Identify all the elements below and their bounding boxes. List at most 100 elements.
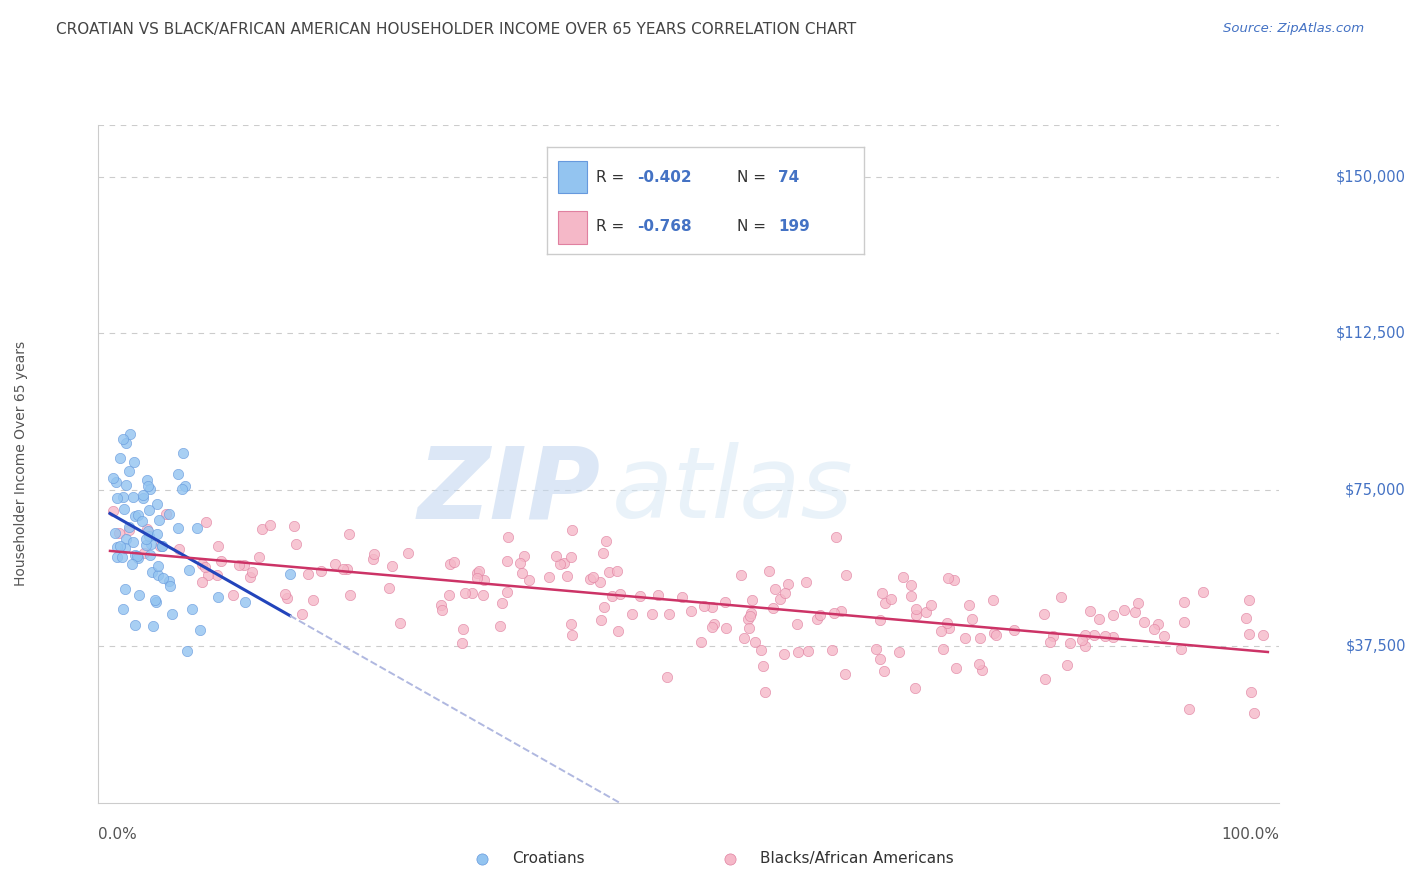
Text: R =: R = <box>596 219 630 234</box>
Point <box>239 570 262 584</box>
Point <box>111 490 134 504</box>
Point <box>823 606 845 620</box>
Point <box>136 524 159 539</box>
Point <box>136 473 159 487</box>
Point <box>363 547 385 561</box>
Point <box>146 558 169 573</box>
Point <box>195 515 218 529</box>
Point <box>148 513 170 527</box>
Point <box>740 606 762 620</box>
Point <box>582 569 605 583</box>
Point <box>209 554 232 568</box>
Point <box>101 471 124 485</box>
Point <box>787 645 810 659</box>
Point <box>125 549 148 563</box>
Point <box>595 534 617 549</box>
Point <box>112 501 135 516</box>
Point <box>869 652 891 666</box>
Point <box>247 550 270 565</box>
Point <box>953 631 976 645</box>
Point <box>496 530 519 544</box>
Point <box>139 536 162 550</box>
Point <box>606 564 628 578</box>
Point <box>297 567 319 582</box>
Point <box>1070 632 1092 647</box>
Point <box>437 588 460 602</box>
Point <box>1102 630 1125 644</box>
Point <box>786 617 808 632</box>
Point <box>460 586 482 600</box>
Text: ZIP: ZIP <box>418 442 600 540</box>
Text: $37,500: $37,500 <box>1346 639 1406 654</box>
Point <box>517 573 540 587</box>
Point <box>104 525 127 540</box>
Point <box>592 599 614 614</box>
Point <box>135 538 157 552</box>
Point <box>936 571 959 585</box>
Point <box>186 521 208 535</box>
Point <box>737 621 759 635</box>
Point <box>128 588 150 602</box>
Point <box>146 568 169 582</box>
Point <box>132 546 155 560</box>
Point <box>111 601 134 615</box>
Text: N =: N = <box>737 169 766 185</box>
Point <box>145 594 167 608</box>
Point <box>173 479 195 493</box>
Point <box>188 623 211 637</box>
Point <box>730 567 752 582</box>
Point <box>969 631 991 645</box>
Text: $150,000: $150,000 <box>1336 169 1406 185</box>
Point <box>471 851 494 865</box>
Point <box>1039 635 1062 649</box>
Point <box>972 663 994 677</box>
Text: 74: 74 <box>778 169 800 185</box>
Point <box>141 565 163 579</box>
Text: Croatians: Croatians <box>512 851 585 866</box>
Point <box>259 517 281 532</box>
Point <box>240 565 263 579</box>
Point <box>1237 593 1260 607</box>
Point <box>773 586 796 600</box>
Point <box>451 622 474 636</box>
Point <box>873 596 896 610</box>
Point <box>962 612 984 626</box>
Point <box>1042 630 1064 644</box>
Point <box>443 555 465 569</box>
Point <box>1059 636 1081 650</box>
Point <box>207 591 229 605</box>
Point <box>191 558 214 572</box>
Point <box>167 521 190 535</box>
Point <box>1050 590 1073 604</box>
Point <box>738 609 761 624</box>
Point <box>703 616 725 631</box>
Point <box>1073 628 1095 642</box>
Point <box>339 588 361 602</box>
Point <box>957 599 980 613</box>
Point <box>821 643 844 657</box>
Point <box>794 575 817 590</box>
Text: R =: R = <box>596 169 630 185</box>
Point <box>873 664 896 678</box>
Point <box>143 593 166 607</box>
Point <box>561 628 583 642</box>
Point <box>336 562 359 576</box>
Point <box>900 589 922 603</box>
Point <box>560 617 582 632</box>
Point <box>869 613 891 627</box>
Text: atlas: atlas <box>612 442 853 540</box>
Point <box>139 482 162 496</box>
Point <box>887 645 910 659</box>
Point <box>132 488 155 502</box>
Point <box>905 602 928 616</box>
Point <box>105 541 128 555</box>
Point <box>177 563 200 577</box>
Point <box>468 565 491 579</box>
Text: N =: N = <box>737 219 766 234</box>
Point <box>323 557 346 571</box>
Point <box>905 607 928 622</box>
Point <box>311 564 333 578</box>
Point <box>579 572 602 586</box>
Point <box>132 491 155 506</box>
Point <box>737 612 759 626</box>
